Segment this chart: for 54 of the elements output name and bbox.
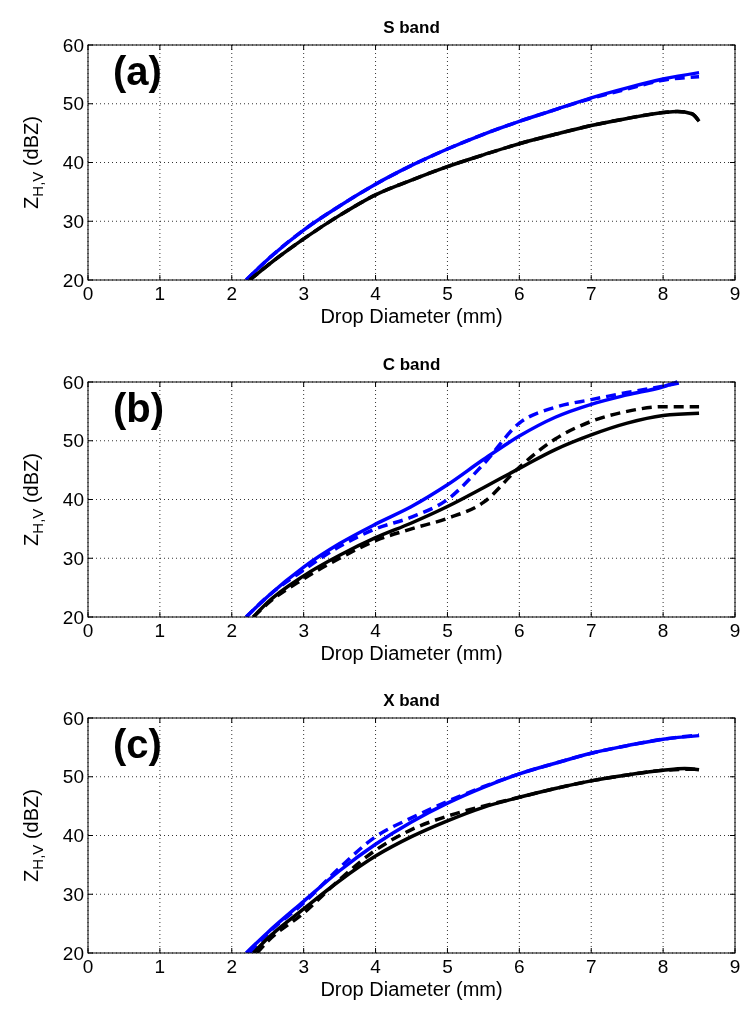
x-tick-label: 6 (514, 620, 525, 641)
x-tick-label: 6 (514, 956, 525, 977)
x-tick-label: 8 (657, 956, 669, 977)
x-tick-label: 5 (442, 283, 453, 304)
annotation: (c) (113, 722, 162, 766)
x-tick-label: 7 (585, 620, 597, 641)
x-tick-label: 7 (585, 283, 597, 304)
y-tick-label: 60 (62, 707, 84, 729)
y-tick-label: 40 (62, 152, 84, 174)
x-tick-label: 3 (298, 283, 309, 304)
x-tick-label: 9 (729, 956, 740, 977)
annotation: (b) (113, 386, 165, 430)
x-tick-label: 9 (729, 283, 740, 304)
x-axis-title: Drop Diameter (mm) (320, 642, 503, 664)
x-tick-label: 4 (370, 283, 382, 304)
x-tick-label: 0 (82, 956, 94, 977)
y-tick-label: 50 (62, 93, 84, 115)
y-tick-label: 30 (62, 883, 84, 905)
x-tick-label: 2 (226, 620, 238, 641)
y-tick-label: 50 (62, 766, 84, 788)
x-tick-label: 8 (657, 283, 669, 304)
y-tick-label: 20 (62, 269, 84, 291)
x-tick-label: 1 (154, 620, 166, 641)
annotation: (a) (113, 49, 162, 93)
x-axis-title: Drop Diameter (mm) (320, 978, 503, 1000)
x-tick-label: 6 (514, 283, 525, 304)
x-tick-label: 8 (657, 620, 669, 641)
y-tick-label: 30 (62, 210, 84, 232)
x-tick-label: 4 (370, 620, 382, 641)
x-tick-label: 0 (82, 620, 94, 641)
x-tick-label: 0 (82, 283, 94, 304)
x-tick-label: 1 (154, 283, 166, 304)
chart-title: S band (383, 18, 440, 37)
y-tick-label: 20 (62, 606, 84, 628)
x-tick-label: 4 (370, 956, 382, 977)
x-tick-label: 9 (729, 620, 740, 641)
x-tick-label: 2 (226, 956, 238, 977)
x-tick-label: 5 (442, 956, 453, 977)
y-tick-label: 40 (62, 825, 84, 847)
y-tick-label: 60 (62, 34, 84, 56)
x-tick-label: 1 (154, 956, 166, 977)
y-tick-label: 20 (62, 942, 84, 964)
x-tick-label: 7 (585, 956, 597, 977)
y-tick-label: 40 (62, 489, 84, 511)
y-tick-label: 50 (62, 430, 84, 452)
chart-title: X band (383, 691, 440, 710)
x-tick-label: 2 (226, 283, 238, 304)
y-tick-label: 30 (62, 547, 84, 569)
chart-title: C band (382, 355, 441, 374)
x-axis-title: Drop Diameter (mm) (320, 305, 503, 327)
x-tick-label: 3 (298, 956, 309, 977)
x-tick-label: 3 (298, 620, 309, 641)
x-tick-label: 5 (442, 620, 453, 641)
y-tick-label: 60 (62, 371, 84, 393)
